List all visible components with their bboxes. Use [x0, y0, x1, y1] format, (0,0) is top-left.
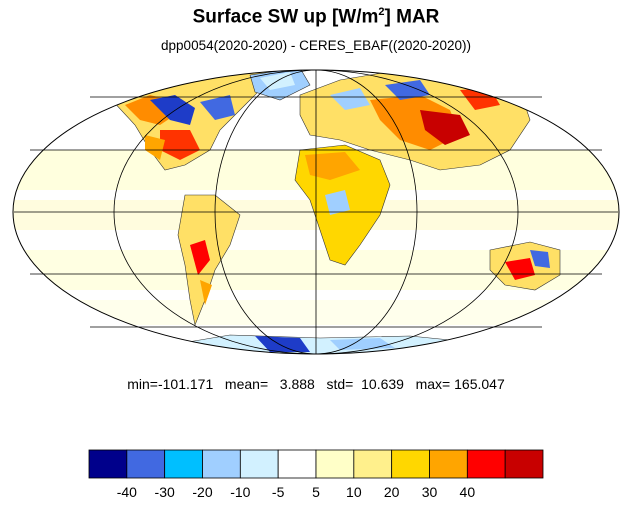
colorbar-swatch: [353, 449, 393, 479]
colorbar-swatch: [202, 449, 241, 479]
colorbar-tick-label: -30: [154, 484, 175, 500]
colorbar-swatch: [315, 449, 355, 479]
colorbar-swatch: [239, 449, 279, 479]
colorbar-swatch: [391, 449, 430, 479]
colorbar-swatch: [429, 449, 468, 479]
colorbar-tick-label: 30: [421, 484, 438, 500]
colorbar-tick-label: 20: [383, 484, 400, 500]
title-suffix: ] MAR: [384, 6, 440, 28]
colorbar-tick-label: 10: [346, 484, 362, 500]
colorbar-tick-label: -20: [192, 484, 213, 500]
colorbar: [88, 449, 544, 479]
title-superscript: 2: [378, 6, 385, 18]
title-prefix: Surface SW up [W/m: [192, 6, 379, 28]
colorbar-swatch: [88, 449, 128, 479]
colorbar-swatch: [164, 449, 203, 479]
plot-title: Surface SW up [W/m2] MAR: [0, 6, 632, 28]
map-border: [12, 69, 620, 355]
world-map: [12, 69, 620, 355]
colorbar-tick-label: 5: [312, 484, 320, 500]
colorbar-tick-label: 40: [459, 484, 476, 500]
colorbar-tick-label: -10: [230, 484, 251, 500]
plot-subtitle: dpp0054(2020-2020) - CERES_EBAF((2020-20…: [161, 38, 471, 53]
colorbar-swatch: [277, 449, 317, 479]
statistics-line: min=-101.171 mean= 3.888 std= 10.639 max…: [127, 376, 505, 392]
colorbar-swatch: [504, 449, 544, 479]
colorbar-swatch: [466, 449, 506, 479]
colorbar-tick-label: -40: [116, 484, 137, 500]
colorbar-tick-label: -5: [271, 484, 285, 500]
colorbar-swatch: [126, 449, 166, 479]
